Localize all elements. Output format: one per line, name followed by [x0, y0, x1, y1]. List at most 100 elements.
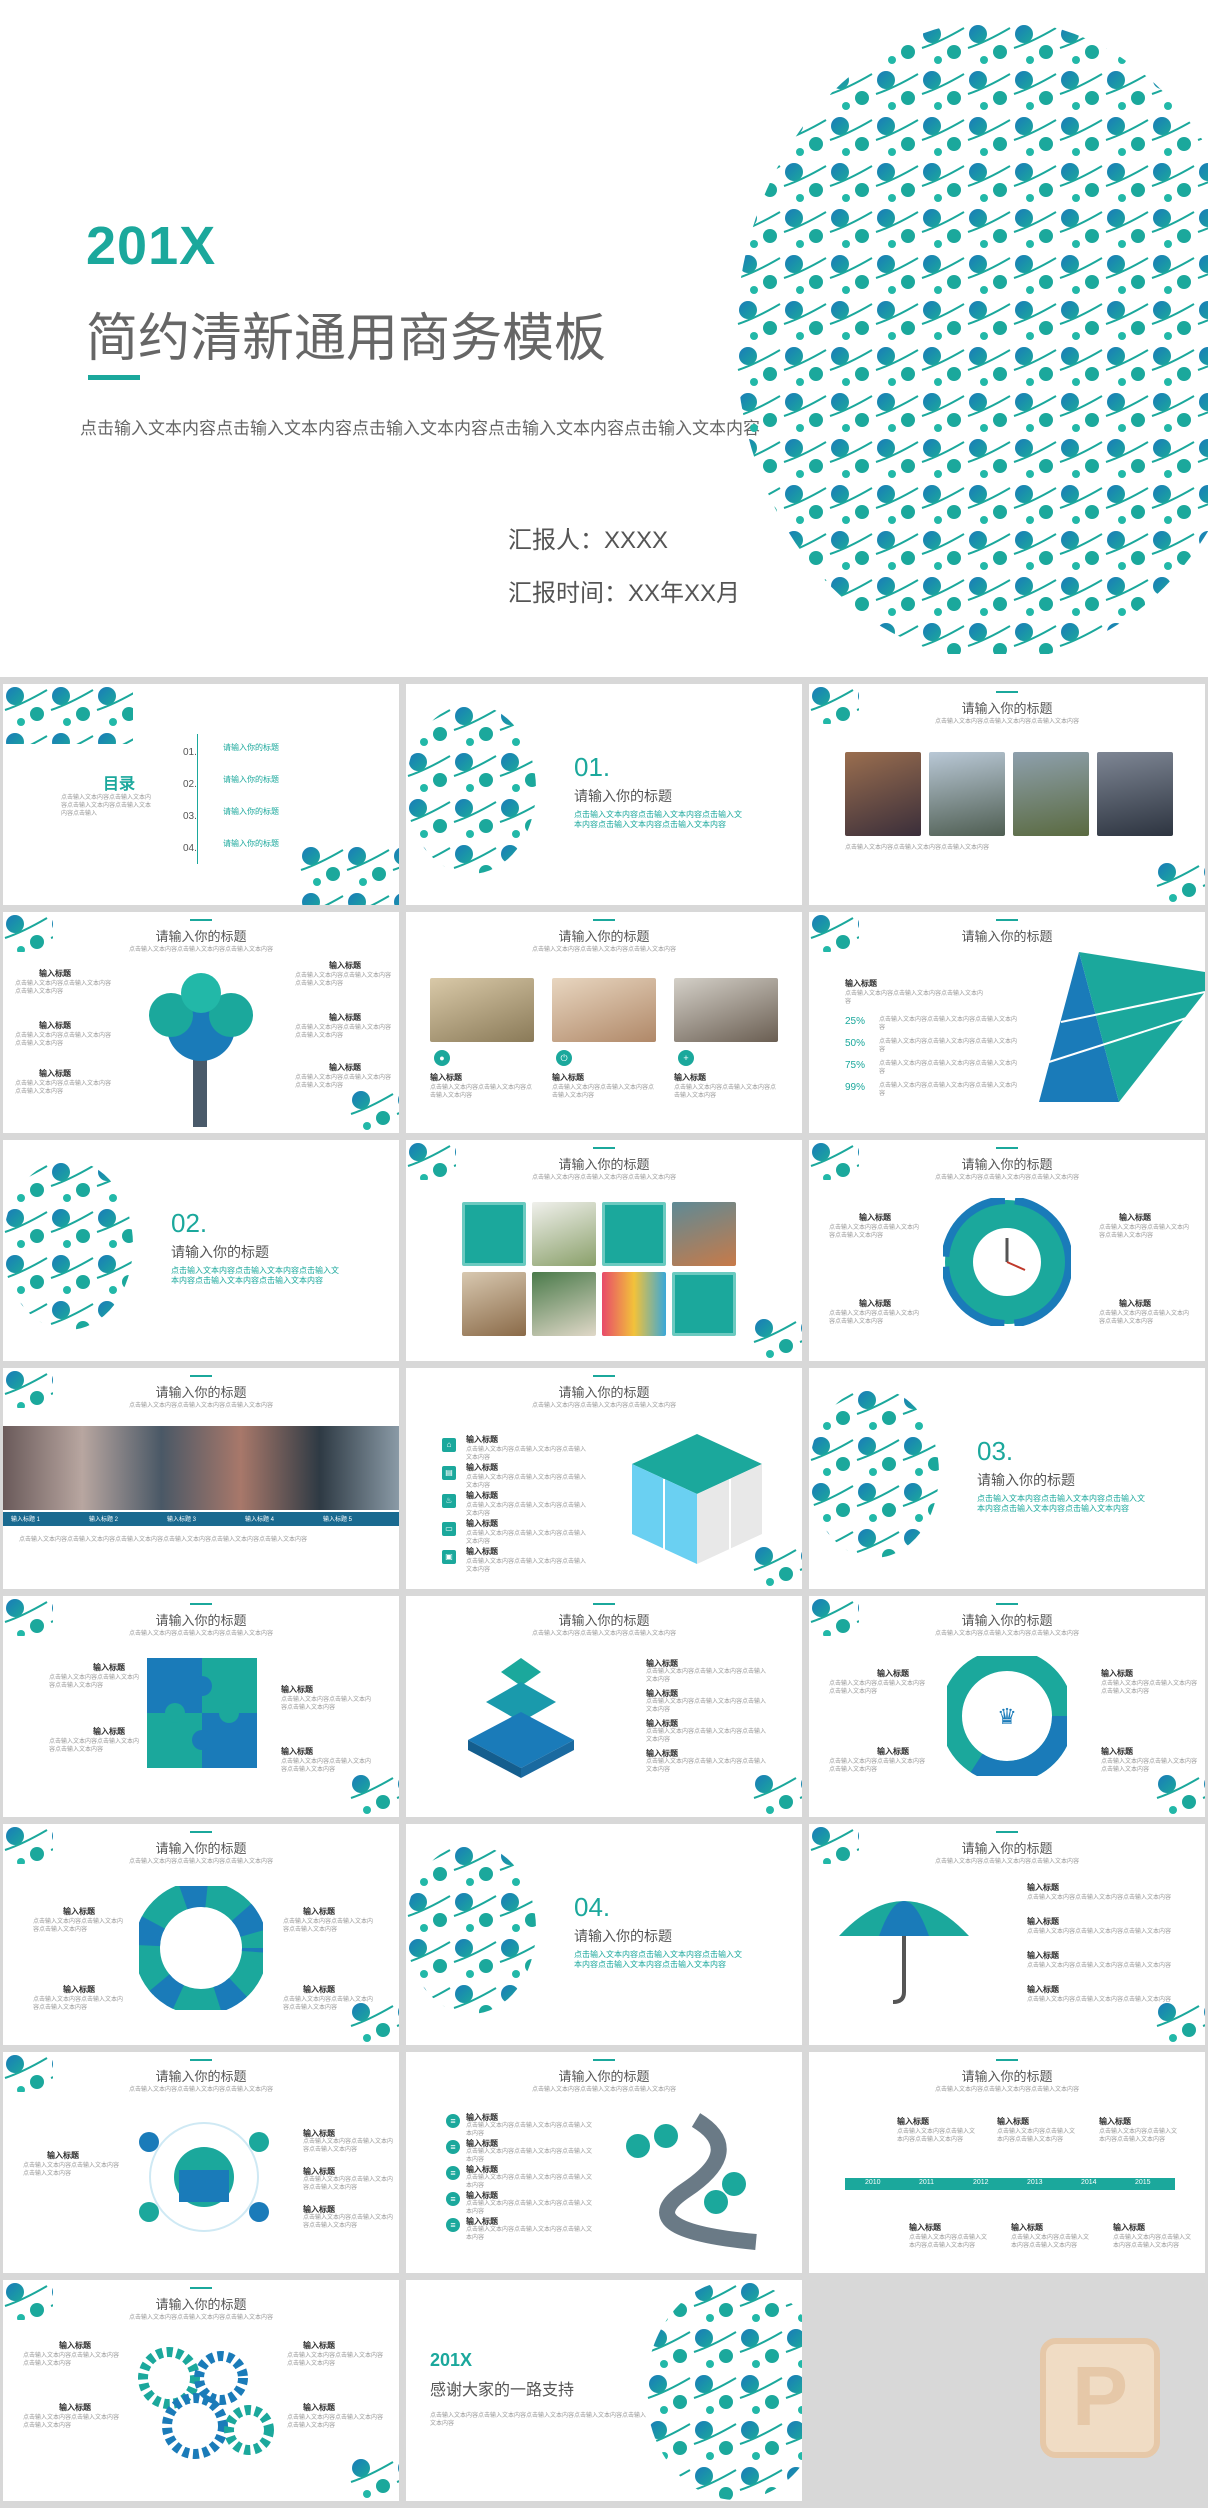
item-text: 点击输入文本内容点击输入文本内容点击输入文本内容: [466, 1503, 587, 1517]
toc-heading: 目录: [103, 776, 136, 793]
item-text: 点击输入文本内容点击输入文本内容点击输入文本内容: [303, 2215, 394, 2229]
photo-cliff: [1013, 752, 1089, 836]
road-pins-slide[interactable]: 请输入你的标题 点击输入文本内容点击输入文本内容点击输入文本内容 ≡ ≡ ≡ ≡…: [406, 2052, 802, 2273]
toc-divider: [197, 734, 198, 864]
slide-title: 请输入你的标题: [406, 2059, 802, 2085]
toc-item[interactable]: 03. 请输入你的标题: [183, 807, 279, 822]
timeline-slide[interactable]: 请输入你的标题 点击输入文本内容点击输入文本内容点击输入文本内容 2010 20…: [809, 2052, 1205, 2273]
photo-icons-slide[interactable]: 请输入你的标题 点击输入文本内容点击输入文本内容点击输入文本内容 ● ⏻ + 输…: [406, 912, 802, 1133]
photo-mosaic-slide[interactable]: 请输入你的标题 点击输入文本内容点击输入文本内容点击输入文本内容: [406, 1140, 802, 1361]
item-label: 输入标题: [281, 1685, 313, 1694]
item-text: 点击输入文本内容点击输入文本内容点击输入文本内容: [466, 1559, 587, 1573]
ending-slide[interactable]: 201X 感谢大家的一路支持 点击输入文本内容点击输入文本内容点击输入文本内容点…: [406, 2280, 802, 2501]
floral-corner-icon: [809, 1140, 859, 1180]
floral-circle-illustration: [736, 22, 1208, 654]
slide-title: 请输入你的标题: [3, 1603, 399, 1629]
floral-circle-icon: [809, 1388, 939, 1558]
ending-year: 201X: [430, 2350, 473, 2370]
desktop-icon: ▣: [442, 1550, 456, 1564]
slide-title: 请输入你的标题: [406, 1147, 802, 1173]
timeline-year: 2015: [1135, 2179, 1151, 2186]
floral-corner-icon: [3, 684, 133, 744]
mosaic-photo-desk: [672, 1202, 736, 1266]
toc-item[interactable]: 04. 请输入你的标题: [183, 839, 279, 854]
hero-accent-bar: [88, 375, 140, 380]
item-label: 输入标题: [303, 2167, 335, 2176]
tree-slide[interactable]: 请输入你的标题 点击输入文本内容点击输入文本内容点击输入文本内容 输入标题 点击…: [3, 912, 399, 1133]
floral-corner-icon: [809, 912, 859, 952]
devices-illustration-icon: [139, 2122, 269, 2232]
hero-title: 简约清新通用商务模板: [86, 310, 607, 368]
item-text: 点击输入文本内容点击输入文本内容点击输入文本内容: [466, 2149, 593, 2163]
section-01-slide[interactable]: 01. 请输入你的标题 点击输入文本内容点击输入文本内容点击输入文本内容点击输入…: [406, 684, 802, 905]
item-label: 输入标题: [1099, 2117, 1131, 2126]
title-slide[interactable]: 201X 简约清新通用商务模板 点击输入文本内容点击输入文本内容点击输入文本内容…: [0, 0, 1208, 677]
floral-corner-icon: [752, 1316, 802, 1361]
item-label: 输入标题: [47, 2151, 79, 2160]
toc-item[interactable]: 01. 请输入你的标题: [183, 743, 279, 758]
plus-icon: +: [678, 1050, 694, 1066]
slide-title: 请输入你的标题: [809, 919, 1205, 945]
donut-trophy-slide[interactable]: 请输入你的标题 点击输入文本内容点击输入文本内容点击输入文本内容 ♛ 输入标题 …: [809, 1596, 1205, 1817]
gears-slide[interactable]: 请输入你的标题 点击输入文本内容点击输入文本内容点击输入文本内容 输入标题 点击…: [3, 2280, 399, 2501]
section-text: 点击输入文本内容点击输入文本内容点击输入文本内容点击输入文本内容点击输入文本内容: [171, 1266, 339, 1285]
gears-icon: [138, 2347, 274, 2459]
toc-item[interactable]: 02. 请输入你的标题: [183, 775, 279, 790]
list-icon: ≡: [446, 2114, 460, 2128]
photo-caption: 点击输入文本内容点击输入文本内容点击输入文本内容: [845, 845, 990, 851]
timeline-year: 2012: [973, 2179, 989, 2186]
item-text: 点击输入文本内容点击输入文本内容点击输入文本内容: [466, 2201, 593, 2215]
floral-corner-icon: [406, 1140, 456, 1180]
photo-coast: [929, 752, 1005, 836]
arrow-cycle-slide[interactable]: 请输入你的标题 点击输入文本内容点击输入文本内容点击输入文本内容 输入标题 点击…: [3, 1824, 399, 2045]
item-text: 点击输入文本内容点击输入文本内容点击输入文本内容: [283, 1997, 374, 2011]
clock-slide[interactable]: 请输入你的标题 点击输入文本内容点击输入文本内容点击输入文本内容 输入标题 点击…: [809, 1140, 1205, 1361]
section-04-slide[interactable]: 04. 请输入你的标题 点击输入文本内容点击输入文本内容点击输入文本内容点击输入…: [406, 1824, 802, 2045]
slide-title: 请输入你的标题: [809, 2059, 1205, 2085]
item-label: 输入标题: [897, 2117, 929, 2126]
puzzle-slide[interactable]: 请输入你的标题 点击输入文本内容点击输入文本内容点击输入文本内容 输入标题 点击…: [3, 1596, 399, 1817]
strip-caption-text: 点击输入文本内容点击输入文本内容点击输入文本内容点击输入文本内容点击输入文本内容…: [19, 1537, 308, 1543]
item-label: 输入标题: [552, 1073, 584, 1082]
floral-circle-icon: [646, 2280, 802, 2500]
section-number: 03.: [977, 1436, 1014, 1466]
cube-icon: [632, 1434, 762, 1564]
photo-office: [1097, 752, 1173, 836]
devices-slide[interactable]: 请输入你的标题 点击输入文本内容点击输入文本内容点击输入文本内容 输入标题 点击…: [3, 2052, 399, 2273]
item-label: 输入标题: [93, 1727, 125, 1736]
list-icon: ≡: [446, 2192, 460, 2206]
item-label: 输入标题: [59, 2341, 91, 2350]
section-number: 01.: [574, 752, 611, 782]
item-text: 点击输入文本内容点击输入文本内容点击输入文本内容: [466, 2227, 593, 2241]
puzzle-icon: [147, 1658, 257, 1768]
photo-woman: [845, 752, 921, 836]
list-icon: ≡: [446, 2140, 460, 2154]
item-label: 输入标题: [646, 1719, 678, 1728]
item-label: 输入标题: [1027, 1883, 1059, 1892]
section-03-slide[interactable]: 03. 请输入你的标题 点击输入文本内容点击输入文本内容点击输入文本内容点击输入…: [809, 1368, 1205, 1589]
item-text: 点击输入文本内容点击输入文本内容点击输入文本内容: [303, 2139, 394, 2153]
item-label: 输入标题: [303, 1985, 335, 1994]
umbrella-slide[interactable]: 请输入你的标题 点击输入文本内容点击输入文本内容点击输入文本内容 输入标题 点击…: [809, 1824, 1205, 2045]
percent-value: 99%: [845, 1082, 866, 1093]
item-label: 输入标题: [466, 2139, 498, 2148]
photo-grid-slide[interactable]: 请输入你的标题 点击输入文本内容点击输入文本内容点击输入文本内容 点击输入文本内…: [809, 684, 1205, 905]
toc-desc: 点击输入文本内容点击输入文本内容点击输入文本内容点击输入文本内容点击输入: [61, 795, 152, 817]
item-text: 点击输入文本内容点击输入文本内容点击输入文本内容: [466, 1447, 587, 1461]
section-02-slide[interactable]: 02. 请输入你的标题 点击输入文本内容点击输入文本内容点击输入文本内容点击输入…: [3, 1140, 399, 1361]
slide-title: 请输入你的标题: [809, 691, 1205, 717]
stair-pyramid-slide[interactable]: 请输入你的标题 点击输入文本内容点击输入文本内容点击输入文本内容 输入标题 点击…: [406, 1596, 802, 1817]
item-text: 点击输入文本内容点击输入文本内容点击输入文本内容: [466, 2175, 593, 2189]
floral-corner-icon: [349, 1772, 399, 1817]
pyramid-percent-slide[interactable]: 请输入你的标题 输入标题 点击输入文本内容点击输入文本内容点击输入文本内容 25…: [809, 912, 1205, 1133]
item-text: 点击输入文本内容点击输入文本内容点击输入文本内容: [1101, 1759, 1198, 1773]
item-text: 点击输入文本内容点击输入文本内容点击输入文本内容: [33, 1919, 124, 1933]
photo-strip-slide[interactable]: 请输入你的标题 点击输入文本内容点击输入文本内容点击输入文本内容 输入标题 1 …: [3, 1368, 399, 1589]
section-text: 点击输入文本内容点击输入文本内容点击输入文本内容点击输入文本内容点击输入文本内容: [574, 810, 742, 829]
toc-slide[interactable]: 目录 点击输入文本内容点击输入文本内容点击输入文本内容点击输入文本内容点击输入 …: [3, 684, 399, 905]
cube-slide[interactable]: 请输入你的标题 点击输入文本内容点击输入文本内容点击输入文本内容 ⌂ ▤ ♨ ▭…: [406, 1368, 802, 1589]
caption-item: 输入标题 2: [89, 1517, 119, 1523]
cup-icon: ♨: [442, 1494, 456, 1508]
item-label: 输入标题: [674, 1073, 706, 1082]
